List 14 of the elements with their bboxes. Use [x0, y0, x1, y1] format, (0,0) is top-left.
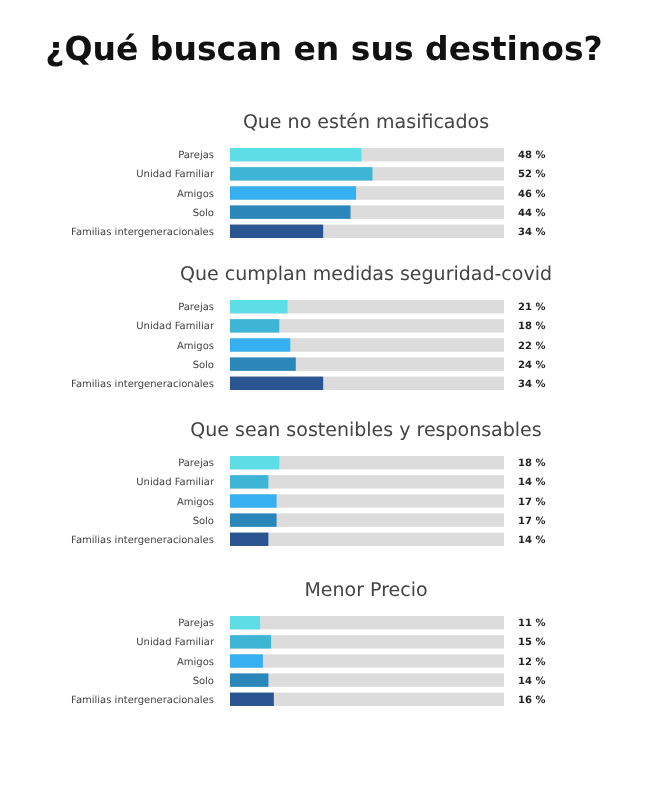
bar: [230, 319, 280, 333]
chart-title: Menor Precio: [304, 580, 428, 602]
bar: [230, 300, 288, 314]
bar: [230, 635, 272, 649]
bar: [230, 673, 269, 687]
chart-subtitle: Que no estén masificados: [242, 112, 490, 134]
bar: [230, 654, 263, 668]
bar: [230, 616, 261, 630]
bar: [230, 692, 274, 706]
chart-title: Que sean sostenibles y responsables: [190, 420, 542, 442]
bar: [230, 338, 291, 352]
chart-title: Que cumplan medidas seguridad-covid: [179, 264, 553, 286]
chart-title: ¿Qué buscan en sus destinos?: [45, 30, 603, 68]
bar: [230, 357, 296, 371]
